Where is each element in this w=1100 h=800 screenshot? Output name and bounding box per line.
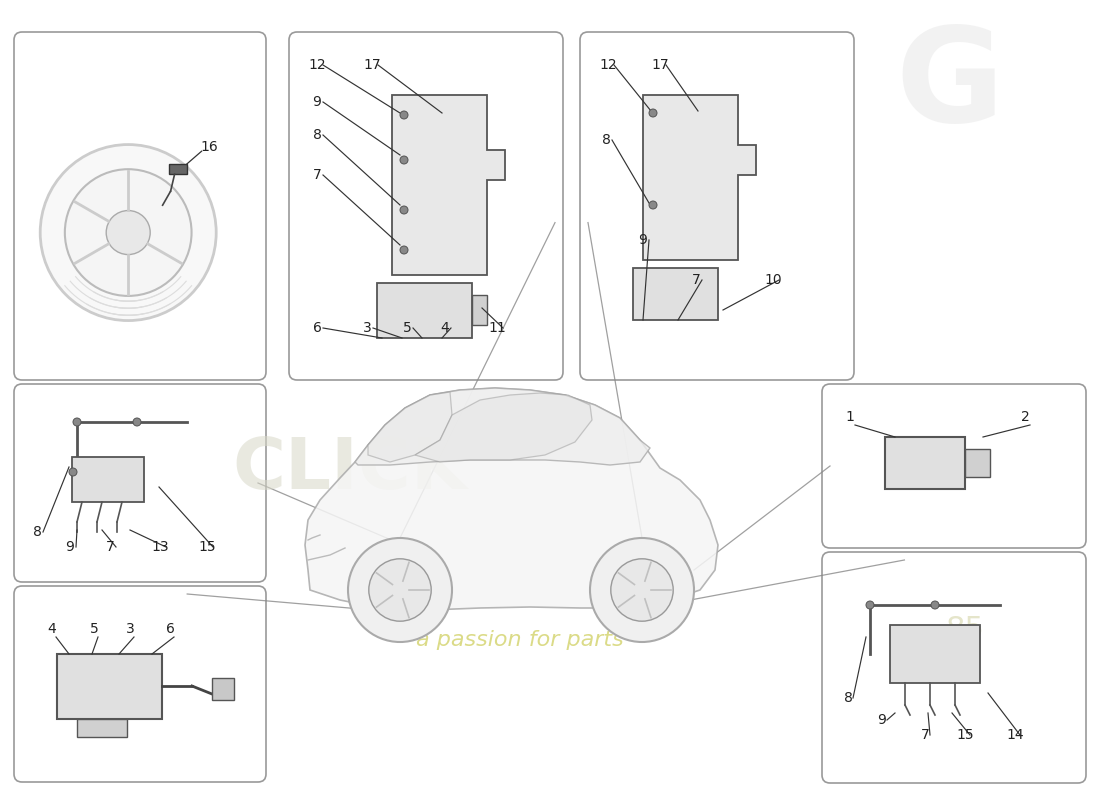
Text: 8: 8: [312, 128, 321, 142]
Circle shape: [69, 468, 77, 476]
Text: 1: 1: [846, 410, 855, 424]
Text: 9: 9: [878, 713, 887, 727]
Text: 8: 8: [33, 525, 42, 539]
Bar: [472, 295, 487, 325]
Text: 5: 5: [89, 622, 98, 636]
Bar: [632, 268, 718, 320]
FancyBboxPatch shape: [14, 586, 266, 782]
Circle shape: [649, 201, 657, 209]
Text: 7: 7: [692, 273, 701, 287]
Text: 12: 12: [600, 58, 617, 72]
Bar: [77, 719, 127, 737]
Circle shape: [590, 538, 694, 642]
Text: G: G: [895, 22, 1004, 149]
Text: 15: 15: [956, 728, 974, 742]
Polygon shape: [305, 388, 718, 610]
Text: 11: 11: [488, 321, 506, 335]
Bar: [57, 654, 162, 719]
Text: 9: 9: [66, 540, 75, 554]
Text: CLICK: CLICK: [232, 435, 468, 505]
Text: 4: 4: [47, 622, 56, 636]
Text: 8: 8: [844, 691, 852, 705]
FancyBboxPatch shape: [580, 32, 854, 380]
Text: 6: 6: [166, 622, 175, 636]
FancyBboxPatch shape: [822, 384, 1086, 548]
Circle shape: [73, 418, 81, 426]
Polygon shape: [415, 393, 592, 462]
Polygon shape: [644, 95, 756, 260]
Circle shape: [65, 169, 191, 296]
Polygon shape: [355, 388, 650, 465]
Circle shape: [931, 601, 939, 609]
Text: 8: 8: [602, 133, 610, 147]
Bar: [168, 164, 187, 174]
Text: 9: 9: [639, 233, 648, 247]
Text: 17: 17: [363, 58, 381, 72]
Text: 7: 7: [312, 168, 321, 182]
Text: 9: 9: [312, 95, 321, 109]
Text: 14: 14: [1006, 728, 1024, 742]
Circle shape: [368, 558, 431, 621]
Bar: [890, 625, 980, 683]
Text: 85: 85: [946, 615, 984, 645]
Text: a passion for parts: a passion for parts: [416, 630, 624, 650]
Text: 3: 3: [125, 622, 134, 636]
Polygon shape: [368, 392, 452, 462]
Text: 6: 6: [312, 321, 321, 335]
Circle shape: [107, 210, 151, 254]
FancyBboxPatch shape: [822, 552, 1086, 783]
FancyBboxPatch shape: [289, 32, 563, 380]
Circle shape: [400, 111, 408, 119]
Circle shape: [649, 109, 657, 117]
Bar: [212, 678, 234, 700]
Bar: [965, 449, 990, 477]
FancyBboxPatch shape: [14, 32, 266, 380]
Text: 12: 12: [308, 58, 326, 72]
Text: 10: 10: [764, 273, 782, 287]
Circle shape: [41, 145, 217, 321]
Text: 5: 5: [403, 321, 411, 335]
Text: 7: 7: [106, 540, 114, 554]
FancyBboxPatch shape: [14, 384, 266, 582]
Text: 15: 15: [198, 540, 216, 554]
Text: 4: 4: [441, 321, 450, 335]
Circle shape: [348, 538, 452, 642]
Text: 13: 13: [151, 540, 168, 554]
Circle shape: [400, 156, 408, 164]
Text: 17: 17: [651, 58, 669, 72]
Text: 2: 2: [1021, 410, 1030, 424]
Text: 3: 3: [363, 321, 372, 335]
Polygon shape: [392, 95, 505, 275]
Text: 16: 16: [200, 140, 219, 154]
Circle shape: [610, 558, 673, 621]
Circle shape: [400, 246, 408, 254]
Bar: [377, 283, 472, 338]
Bar: [72, 457, 144, 502]
Circle shape: [400, 206, 408, 214]
Text: 7: 7: [921, 728, 929, 742]
Circle shape: [133, 418, 141, 426]
Bar: [886, 437, 965, 489]
Circle shape: [866, 601, 874, 609]
